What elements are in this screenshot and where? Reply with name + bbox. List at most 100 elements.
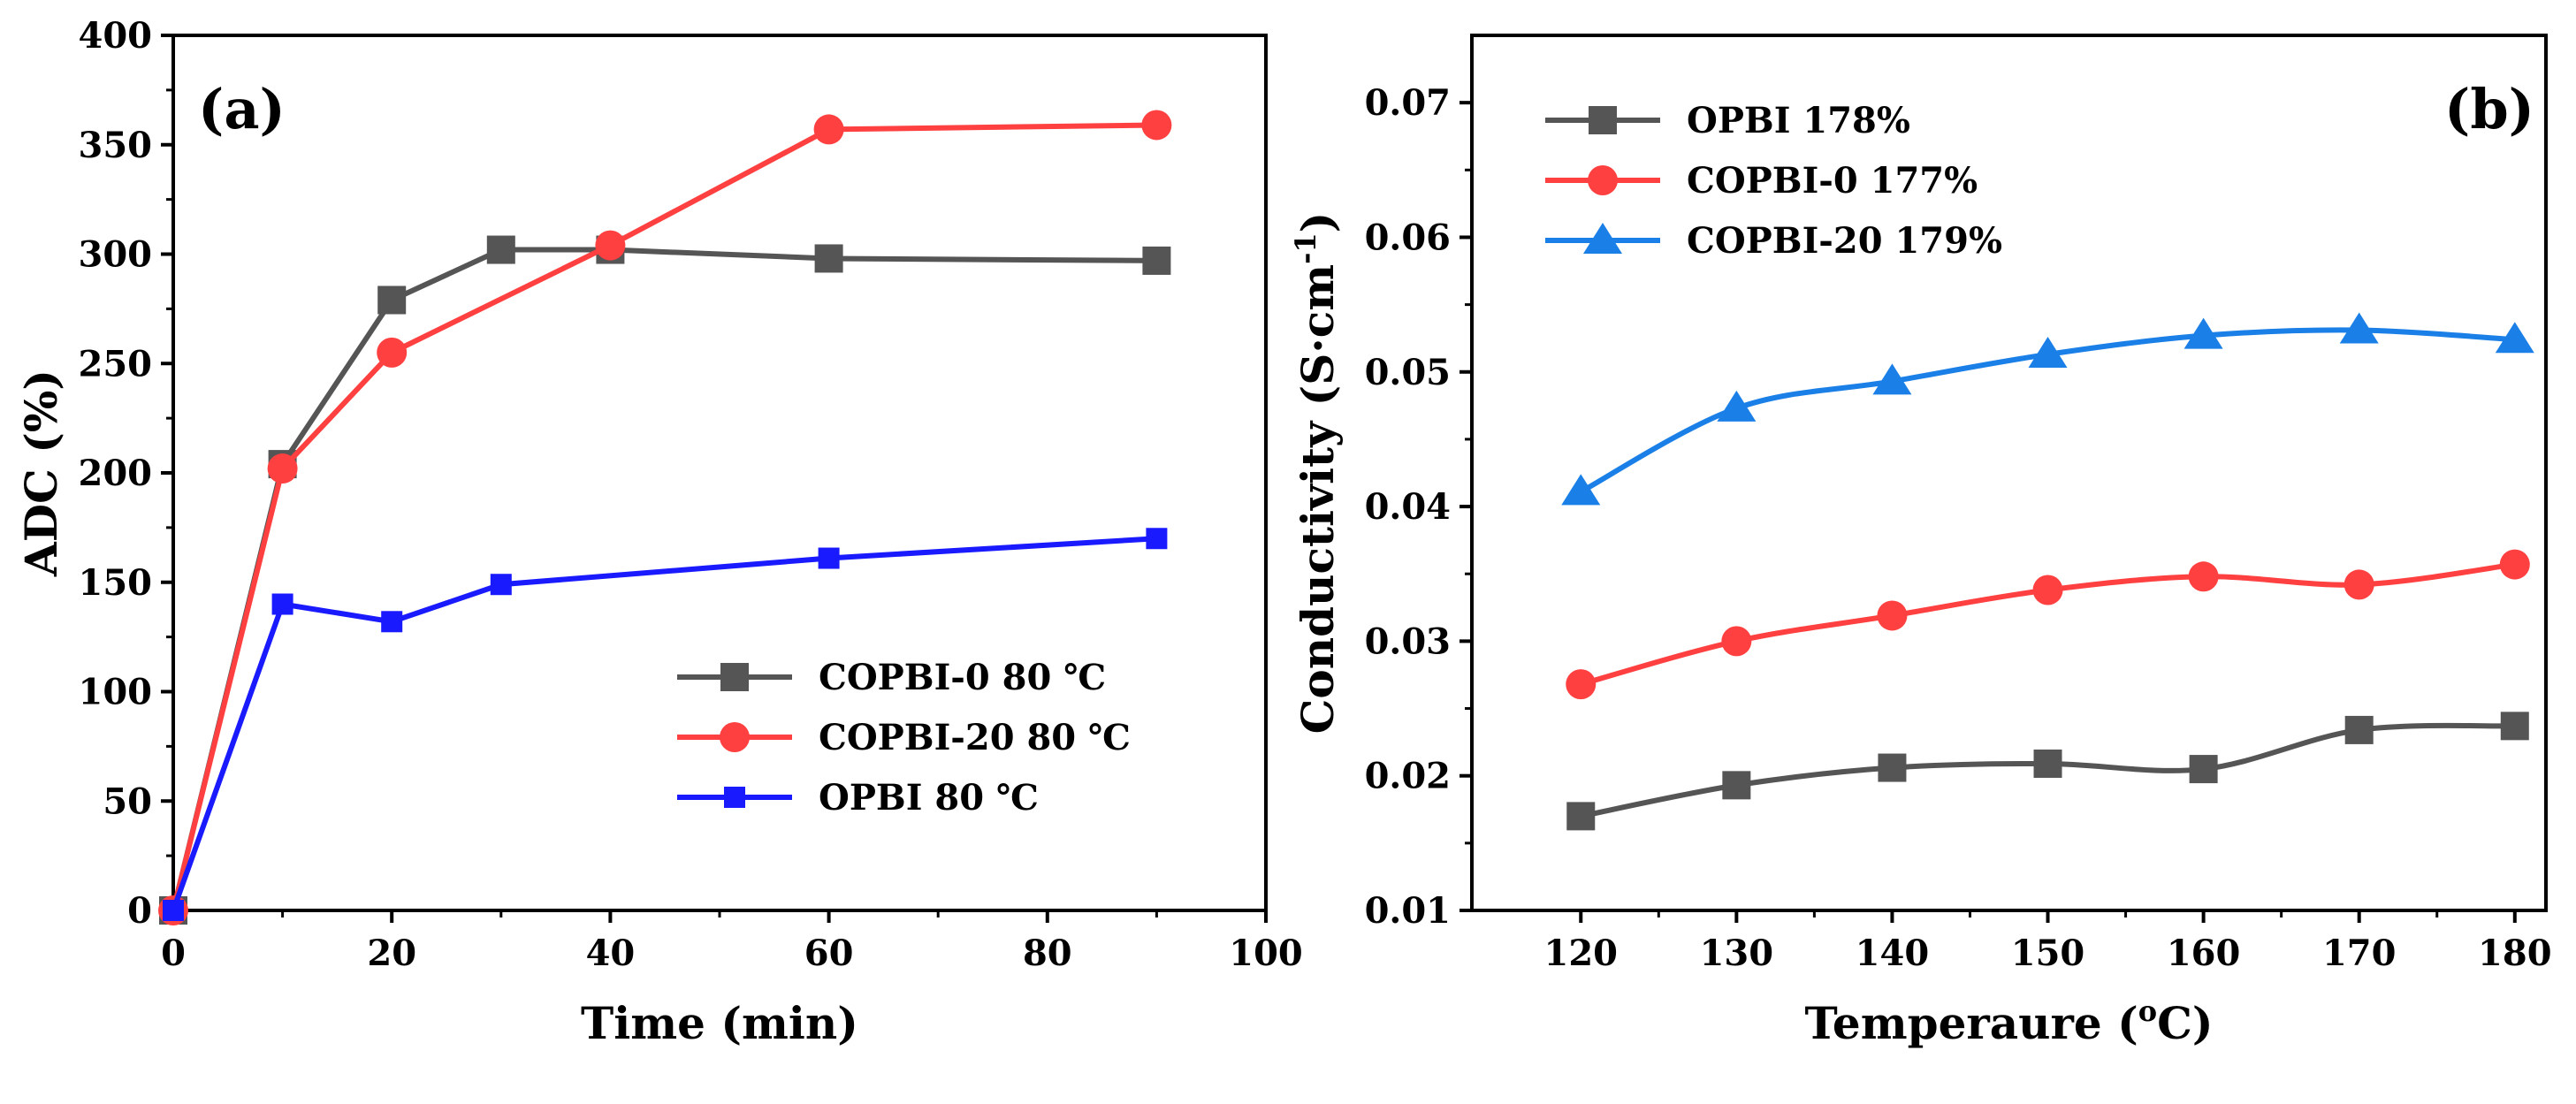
series-COPBI-20 179% bbox=[1561, 312, 2534, 506]
data-point bbox=[2188, 561, 2219, 592]
panel-label: (a) bbox=[198, 77, 286, 141]
x-axis-title-part: Temperaure ( bbox=[1804, 997, 2138, 1049]
legend-label: OPBI 178% bbox=[1687, 100, 1910, 141]
legend-swatch-marker bbox=[724, 787, 745, 808]
data-point bbox=[1722, 771, 1751, 800]
data-point bbox=[1566, 802, 1596, 831]
series-line bbox=[171, 536, 1157, 912]
y-tick-label: 350 bbox=[79, 125, 153, 166]
legend-swatch-marker bbox=[1583, 223, 1622, 254]
plot-frame bbox=[1470, 34, 2548, 912]
y-axis-title-part: Conductivity (S·cm bbox=[1292, 264, 1344, 734]
x-tick-label: 130 bbox=[1700, 933, 1774, 974]
data-point bbox=[2032, 575, 2063, 605]
data-point bbox=[2028, 336, 2068, 368]
data-point bbox=[1561, 474, 1601, 506]
data-point bbox=[595, 230, 626, 261]
x-axis-title-superscript: o bbox=[2138, 994, 2157, 1028]
x-axis-title: Time (min) bbox=[581, 997, 858, 1049]
data-point bbox=[818, 547, 840, 569]
data-point bbox=[1566, 669, 1597, 700]
data-point bbox=[271, 593, 293, 615]
data-point bbox=[1872, 363, 1912, 395]
data-point bbox=[377, 286, 407, 315]
chart-panel: 120 130 140 150 160 170 180 0.01 0.02 0.03 0.04 0.0… bbox=[1289, 34, 2552, 1049]
legend-label: COPBI-20 179% bbox=[1687, 220, 2002, 262]
legend-label: COPBI-0 177% bbox=[1687, 160, 1978, 202]
data-point bbox=[1146, 528, 1168, 550]
x-tick-label: 100 bbox=[1229, 933, 1303, 974]
series-line bbox=[171, 122, 1157, 911]
data-point bbox=[1142, 246, 1171, 275]
data-point bbox=[1878, 753, 1907, 782]
legend-label: COPBI-20 80 ℃ bbox=[819, 717, 1131, 758]
data-point bbox=[377, 337, 408, 368]
legend-swatch-marker bbox=[720, 663, 749, 691]
x-tick-label: 40 bbox=[586, 933, 636, 974]
y-tick-label: 50 bbox=[103, 780, 152, 822]
data-point bbox=[1877, 600, 1908, 631]
y-tick-label: 300 bbox=[79, 234, 153, 276]
y-tick-label: 400 bbox=[79, 15, 153, 57]
data-point bbox=[2500, 712, 2529, 741]
data-point bbox=[486, 235, 515, 264]
y-axis-title-part: ) bbox=[1292, 212, 1344, 233]
x-axis-title: Temperaure (oC) bbox=[1804, 994, 2213, 1049]
y-tick-label: 0.01 bbox=[1365, 890, 1451, 932]
series-OPBI 178% bbox=[1566, 712, 2529, 831]
y-tick-label: 0.04 bbox=[1365, 486, 1451, 528]
y-tick-label: 200 bbox=[79, 453, 153, 494]
y-tick-label: 0.07 bbox=[1365, 82, 1451, 124]
data-point bbox=[2184, 317, 2223, 349]
data-point bbox=[490, 574, 512, 596]
legend: OPBI 178% COPBI-0 177% COPBI-20 179% bbox=[1545, 100, 2002, 262]
y-axis-title: Conductivity (S·cm-1) bbox=[1289, 212, 1344, 735]
data-point bbox=[2344, 715, 2374, 744]
x-tick-label: 170 bbox=[2322, 933, 2397, 974]
x-tick-label: 140 bbox=[1856, 933, 1930, 974]
x-axis-title-part: C) bbox=[2157, 997, 2213, 1049]
data-point bbox=[1141, 110, 1172, 141]
y-axis-title-superscript: -1 bbox=[1289, 232, 1322, 264]
y-tick-label: 0.02 bbox=[1365, 756, 1451, 797]
legend: COPBI-0 80 ℃ COPBI-20 80 ℃ OPBI 80 ℃ bbox=[677, 657, 1131, 818]
x-tick-label: 160 bbox=[2167, 933, 2241, 974]
data-point bbox=[1721, 626, 1752, 657]
y-tick-label: 0.05 bbox=[1365, 352, 1451, 393]
data-point bbox=[2495, 322, 2534, 354]
series-COPBI-0 177% bbox=[1566, 549, 2530, 700]
y-tick-label: 150 bbox=[79, 562, 153, 604]
legend-label: COPBI-0 80 ℃ bbox=[819, 657, 1106, 698]
data-point bbox=[381, 611, 403, 633]
legend-swatch-marker bbox=[720, 722, 750, 752]
data-point bbox=[163, 900, 184, 921]
x-tick-label: 0 bbox=[161, 933, 186, 974]
data-point bbox=[2344, 569, 2374, 600]
data-point bbox=[2189, 755, 2218, 784]
y-tick-label: 250 bbox=[79, 343, 153, 384]
x-tick-label: 80 bbox=[1023, 933, 1072, 974]
series-COPBI-0 80 ℃ bbox=[159, 235, 1171, 925]
data-point bbox=[2499, 549, 2530, 580]
y-tick-label: 100 bbox=[79, 672, 153, 713]
panel-label: (b) bbox=[2444, 77, 2534, 141]
data-point bbox=[267, 453, 298, 484]
x-tick-label: 20 bbox=[367, 933, 416, 974]
data-point bbox=[814, 244, 843, 273]
x-tick-label: 180 bbox=[2478, 933, 2552, 974]
legend-swatch-marker bbox=[1589, 106, 1617, 134]
legend-swatch-marker bbox=[1588, 165, 1618, 195]
y-tick-label: 0.06 bbox=[1365, 217, 1451, 258]
series-OPBI 80 ℃ bbox=[163, 528, 1168, 921]
legend-label: OPBI 80 ℃ bbox=[819, 777, 1039, 818]
data-point bbox=[1717, 390, 1757, 422]
x-tick-label: 60 bbox=[804, 933, 854, 974]
y-axis-title: ADC (%) bbox=[15, 369, 67, 577]
data-point bbox=[813, 114, 844, 145]
x-tick-label: 120 bbox=[1544, 933, 1619, 974]
y-tick-label: 0 bbox=[127, 890, 152, 932]
y-tick-label: 0.03 bbox=[1365, 621, 1451, 662]
series-COPBI-20 80 ℃ bbox=[158, 110, 1172, 925]
